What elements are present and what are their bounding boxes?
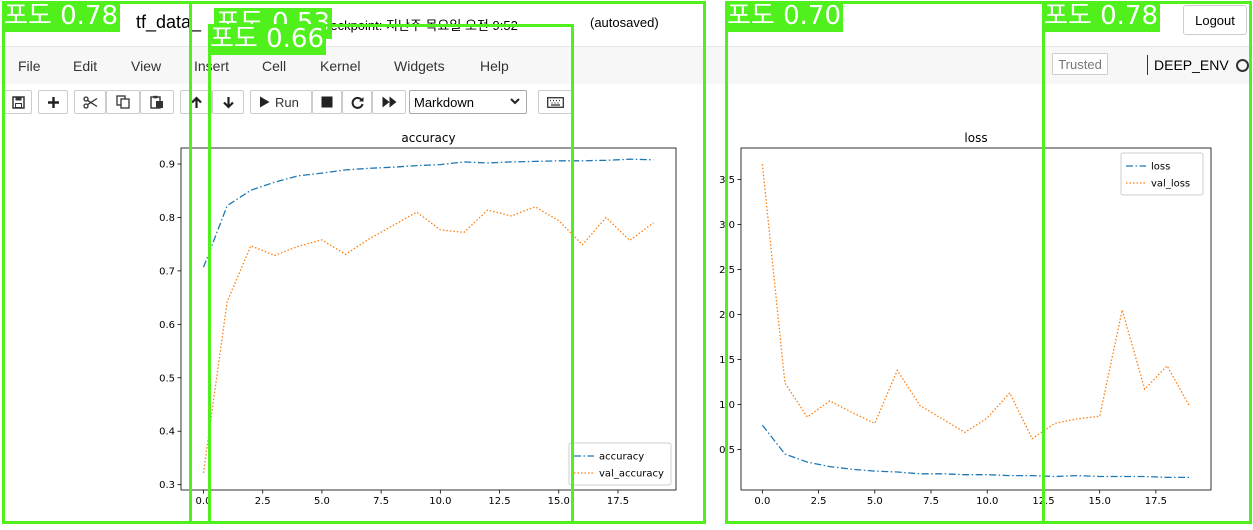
insert-cell-button[interactable] — [38, 90, 68, 114]
run-label: Run — [275, 94, 299, 110]
chevron-down-icon — [510, 98, 520, 105]
y-tick-label: 0.6 — [159, 320, 175, 331]
menu-widgets[interactable]: Widgets — [394, 58, 445, 74]
restart-run-all-button[interactable] — [372, 90, 406, 114]
menu-insert[interactable]: Insert — [194, 58, 230, 74]
legend-label-loss: loss — [1151, 162, 1170, 173]
accuracy-chart-panel: accuracy 0.0 2.5 5.0 7.5 10.0 12.5 15.0 17.5 0.3 0… — [130, 122, 690, 530]
detection-label: 포도 0.78 — [1042, 1, 1160, 32]
x-tick-label: 2.5 — [811, 496, 827, 507]
chart-legend: loss val_loss — [1120, 152, 1204, 196]
x-tick-label: 17.5 — [1145, 496, 1167, 507]
cell-type-value: Markdown — [414, 94, 474, 110]
chart-title: accuracy — [401, 131, 455, 145]
legend-label-val_accuracy: val_accuracy — [599, 469, 664, 480]
logout-button[interactable]: Logout — [1183, 5, 1247, 35]
x-tick-label: 7.5 — [373, 496, 389, 507]
cut-button[interactable] — [74, 90, 106, 114]
legend-label-accuracy: accuracy — [599, 452, 644, 463]
detection-box-4: 포도 0.70 — [725, 1, 1045, 524]
chart-title: loss — [964, 131, 987, 145]
y-tick-label: 0.4 — [159, 427, 175, 438]
series-line-accuracy — [202, 158, 654, 268]
x-tick-label: 5.0 — [867, 496, 883, 507]
x-tick-label: 10.0 — [429, 496, 451, 507]
restart-icon — [351, 96, 363, 109]
stop-icon — [321, 96, 333, 108]
save-button[interactable] — [4, 90, 32, 114]
x-tick-label: 15.0 — [1089, 496, 1111, 507]
cell-type-select[interactable]: Markdown — [409, 90, 527, 114]
move-down-button[interactable] — [212, 90, 244, 114]
paste-button[interactable] — [140, 90, 174, 114]
move-up-button[interactable] — [180, 90, 212, 114]
copy-button[interactable] — [106, 90, 140, 114]
trusted-indicator[interactable]: Trusted — [1052, 53, 1108, 75]
x-tick-label: 5.0 — [314, 496, 330, 507]
detection-label: 포도 0.70 — [725, 1, 843, 32]
run-button[interactable]: Run — [250, 90, 312, 114]
y-tick-label: 0.5 — [159, 373, 175, 384]
legend-frame — [568, 442, 672, 486]
detection-box-1: 포도 0.78 — [2, 1, 192, 524]
menu-edit[interactable]: Edit — [73, 58, 98, 74]
save-icon — [11, 95, 25, 109]
copy-icon — [116, 95, 130, 109]
arrow-up-icon — [190, 95, 202, 108]
detection-label: 포도 0.66 — [208, 24, 326, 55]
menu-file[interactable]: File — [18, 58, 41, 74]
y-tick-label: 0.9 — [159, 160, 175, 171]
x-tick-label: 10.0 — [976, 496, 998, 507]
play-icon — [260, 96, 270, 108]
legend-frame — [1120, 152, 1204, 196]
paste-icon — [150, 95, 163, 109]
x-tick-label: 7.5 — [923, 496, 939, 507]
detection-label: 포도 0.78 — [2, 1, 120, 32]
arrow-down-icon — [222, 96, 234, 109]
y-tick-label: 0.7 — [159, 266, 175, 277]
fast-forward-icon — [382, 96, 396, 108]
y-tick-label: 0.3 — [159, 480, 175, 491]
x-tick-label: 0.0 — [754, 496, 770, 507]
legend-label-val_loss: val_loss — [1151, 179, 1190, 190]
axes-frame — [740, 147, 1212, 491]
interrupt-button[interactable] — [312, 90, 342, 114]
keyboard-icon — [546, 96, 564, 108]
menu-cell[interactable]: Cell — [262, 58, 287, 74]
x-tick-label: 0.0 — [196, 496, 212, 507]
menu-kernel[interactable]: Kernel — [320, 58, 361, 74]
kernel-name[interactable]: DEEP_ENV — [1154, 57, 1229, 73]
plus-icon — [47, 96, 59, 108]
series-line-loss — [761, 424, 1190, 479]
x-tick-label: 2.5 — [255, 496, 271, 507]
chart-legend: accuracy val_accuracy — [568, 442, 672, 486]
y-tick-label: 0.8 — [159, 213, 175, 224]
x-tick-label: 15.0 — [548, 496, 570, 507]
detection-box-3: 포도 0.66 — [208, 24, 574, 524]
accuracy-chart: accuracy 0.0 2.5 5.0 7.5 10.0 12.5 15.0 17.5 0.3 0… — [159, 131, 677, 507]
x-tick-label: 17.5 — [607, 496, 629, 507]
kernel-idle-indicator — [1236, 59, 1249, 72]
kernel-separator — [1147, 55, 1148, 75]
x-tick-label: 12.5 — [488, 496, 510, 507]
menu-help[interactable]: Help — [480, 58, 509, 74]
menu-view[interactable]: View — [131, 58, 162, 74]
detection-box-5: 포도 0.78 — [1042, 1, 1252, 524]
notebook-title[interactable]: tf_data_ — [136, 12, 202, 32]
scissors-icon — [82, 95, 97, 109]
axes-frame — [180, 147, 677, 491]
autosave-status: (autosaved) — [590, 15, 659, 30]
restart-button[interactable] — [342, 90, 372, 114]
series-line-val_accuracy — [202, 206, 654, 473]
